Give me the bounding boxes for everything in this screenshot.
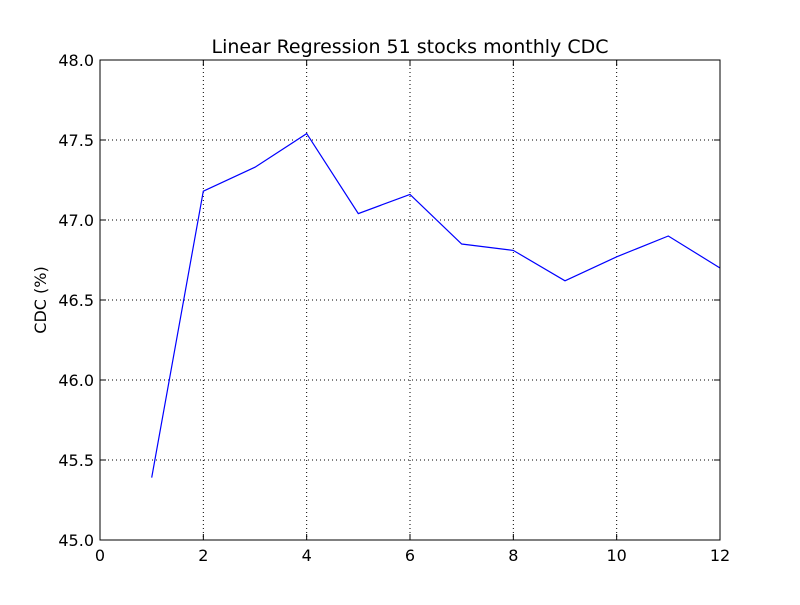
x-tick-label: 10 [606, 546, 626, 565]
y-tick-label: 45.5 [58, 451, 94, 470]
x-tick-labels: 0 2 4 6 8 10 12 [95, 546, 730, 565]
x-tick-label: 8 [508, 546, 518, 565]
y-tick-label: 47.5 [58, 131, 94, 150]
y-tick-label: 48.0 [58, 51, 94, 70]
y-axis-label: CDC (%) [31, 266, 50, 333]
y-tick-labels: 45.0 45.5 46.0 46.5 47.0 47.5 48.0 [58, 51, 94, 550]
y-tick-label: 46.0 [58, 371, 94, 390]
x-tick-label: 6 [405, 546, 415, 565]
y-tick-label: 45.0 [58, 531, 94, 550]
series-line [151, 132, 721, 478]
series-layer [151, 132, 721, 478]
x-tick-label: 2 [198, 546, 208, 565]
y-tick-label: 47.0 [58, 211, 94, 230]
y-tick-label: 46.5 [58, 291, 94, 310]
x-tick-label: 0 [95, 546, 105, 565]
x-tick-label: 4 [302, 546, 312, 565]
ticks [99, 59, 721, 541]
x-tick-label: 12 [710, 546, 730, 565]
chart-title: Linear Regression 51 stocks monthly CDC [211, 36, 608, 58]
